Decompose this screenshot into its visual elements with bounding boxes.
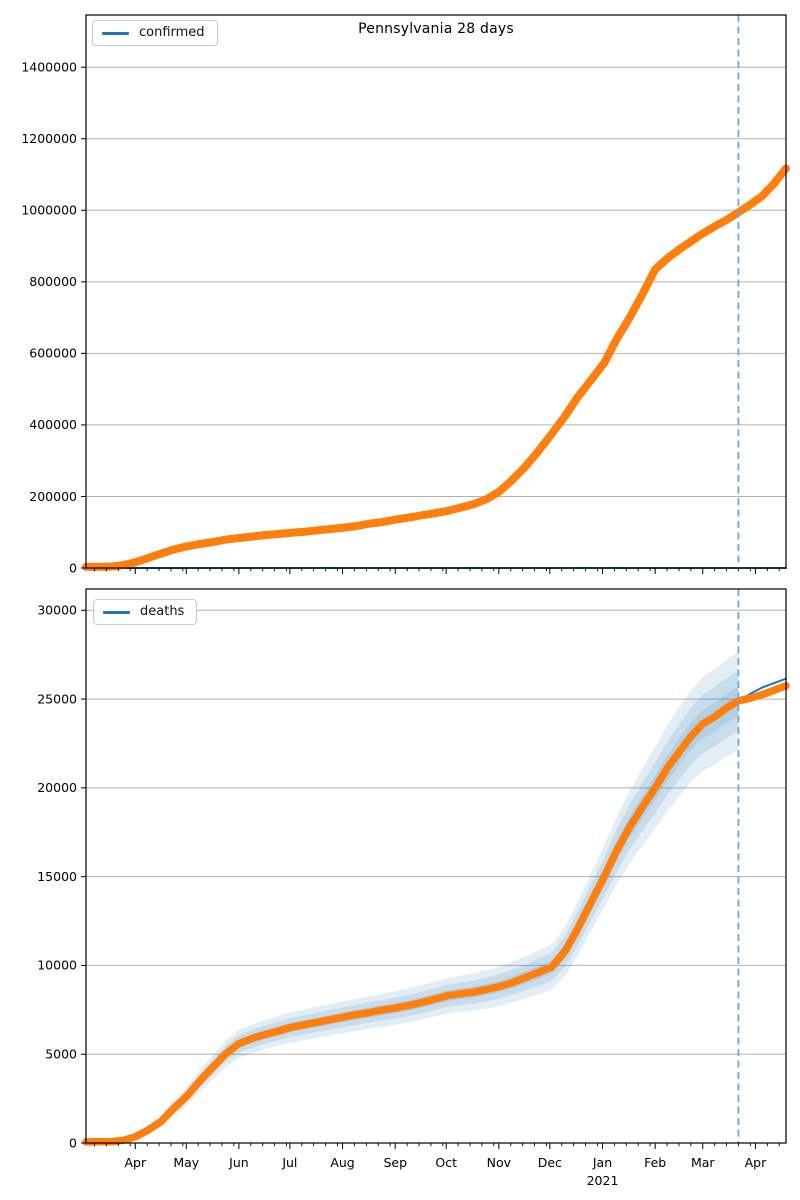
y-tick-label: 20000: [37, 780, 77, 795]
y-tick-label: 5000: [45, 1047, 77, 1062]
legend-confirmed: confirmed: [92, 20, 218, 46]
x-tick-label: Apr: [745, 1155, 767, 1170]
series-confirmed: [82, 164, 790, 571]
y-tick-label: 0: [69, 560, 77, 575]
axes-confirmed: 0 200000 400000 600000 800000 1000000 1200000 1…: [21, 14, 790, 575]
grid-confirmed: [86, 66, 786, 569]
legend-line-confirmed-icon: [102, 31, 129, 35]
x-tick-label: Jan: [592, 1155, 612, 1170]
y-tick-label: 15000: [37, 869, 77, 884]
x-tick-label: Sep: [383, 1155, 407, 1170]
axes-spines: [85, 588, 787, 1144]
series-deaths-actual: [82, 682, 790, 1146]
series-deaths: [82, 677, 790, 1146]
x-tick-label: Apr: [124, 1155, 146, 1170]
y-tick-label: 1200000: [21, 131, 77, 146]
x-tick-label: Feb: [644, 1155, 666, 1170]
x-axis-confirmed: [94, 568, 780, 574]
x-tick-label: Oct: [435, 1155, 457, 1170]
legend-label-confirmed: confirmed: [139, 25, 205, 40]
y-tick-label: 0: [69, 1135, 77, 1150]
axes-spines: [85, 14, 787, 569]
x-tick-label: Jun: [228, 1155, 249, 1170]
x-tick-label: Jul: [281, 1155, 297, 1170]
y-tick-label: 25000: [37, 691, 77, 706]
y-tick-label: 600000: [29, 346, 77, 361]
y-tick-label: 200000: [29, 489, 77, 504]
series-confirmed-actual: [82, 164, 790, 571]
y-axis-confirmed: 0 200000 400000 600000 800000 1000000 1200000 1…: [21, 60, 86, 575]
axes-deaths: 0 5000 10000 15000 20000 25000 30000 Apr May Jun J…: [37, 588, 790, 1188]
x-tick-label: Mar: [691, 1155, 715, 1170]
confidence-band: [147, 686, 739, 1132]
y-tick-label: 10000: [37, 958, 77, 973]
y-axis-deaths: 0 5000 10000 15000 20000 25000 30000: [37, 603, 86, 1150]
y-tick-label: 800000: [29, 274, 77, 289]
y-tick-label: 400000: [29, 417, 77, 432]
confidence-bands: [147, 652, 739, 1133]
legend-line-deaths-icon: [103, 610, 130, 614]
x-tick-label: Nov: [487, 1155, 512, 1170]
y-tick-label: 1000000: [21, 203, 77, 218]
x-tick-year-label: 2021: [587, 1173, 619, 1188]
x-tick-label: May: [173, 1155, 199, 1170]
legend-label-deaths: deaths: [140, 604, 185, 619]
y-tick-label: 30000: [37, 603, 77, 618]
x-tick-label: Aug: [330, 1155, 354, 1170]
confidence-band: [147, 670, 739, 1132]
x-axis-deaths: Apr May Jun Jul Aug Sep Oct Nov Dec Jan 2021 Feb Mar…: [94, 1143, 780, 1188]
y-tick-label: 1400000: [21, 60, 77, 75]
x-tick-label: Dec: [538, 1155, 562, 1170]
chart-title: Pennsylvania 28 days: [358, 21, 514, 37]
grid-deaths: [86, 609, 786, 1144]
confidence-band: [147, 652, 739, 1133]
legend-deaths: deaths: [93, 599, 198, 625]
